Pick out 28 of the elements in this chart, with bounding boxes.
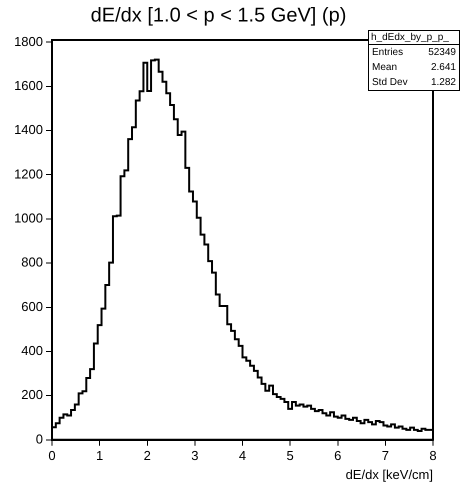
- annotation: 1.282: [430, 77, 456, 88]
- x-tick-label: 7: [382, 448, 389, 464]
- y-tick-label: 1800: [14, 34, 43, 49]
- x-tick-label: 8: [429, 448, 437, 464]
- y-tick-label: 600: [21, 298, 43, 314]
- x-tick-label: 4: [238, 448, 246, 464]
- x-tick-label: 3: [191, 448, 198, 464]
- annotation: Mean: [372, 62, 398, 73]
- x-tick-label: 5: [286, 448, 294, 464]
- y-tick-label: 1000: [14, 210, 43, 226]
- x-tick-label: 2: [144, 448, 151, 464]
- annotation: h_dEdx_by_p_p_: [369, 31, 459, 45]
- y-tick-label: 1600: [14, 78, 43, 93]
- annotation: 2.641: [430, 62, 456, 73]
- chart-title: dE/dx [1.0 < p < 1.5 GeV] (p): [90, 4, 346, 27]
- y-tick-label: 1400: [14, 122, 43, 138]
- y-tick-label: 400: [21, 343, 43, 358]
- annotation: 52349: [428, 47, 456, 58]
- x-tick-label: 1: [96, 448, 104, 464]
- x-tick-label: 6: [334, 448, 342, 464]
- y-tick-label: 0: [36, 431, 43, 446]
- y-tick-label: 1200: [14, 166, 43, 182]
- y-tick-label: 200: [21, 387, 43, 402]
- x-axis-title: dE/dx [keV/cm]: [346, 466, 433, 482]
- x-tick-label: 0: [48, 448, 56, 464]
- y-tick-label: 800: [21, 254, 43, 270]
- annotation: Entries: [372, 47, 404, 58]
- annotation: Std Dev: [372, 77, 408, 88]
